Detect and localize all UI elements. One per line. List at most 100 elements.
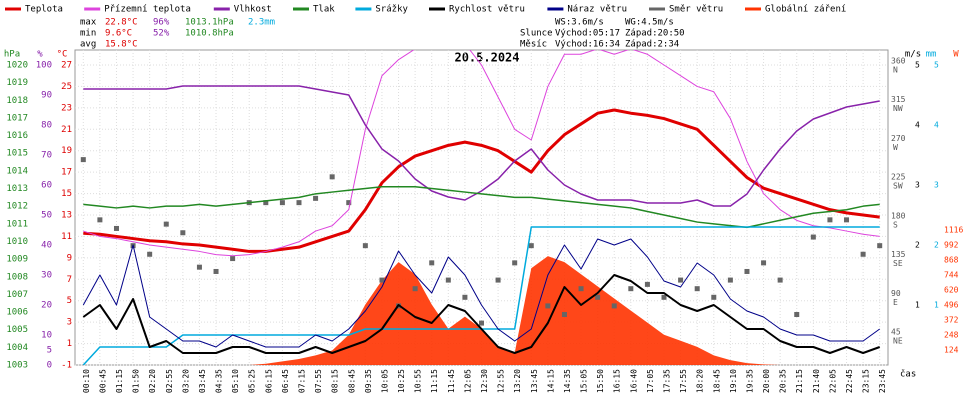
y-tick-label: 4 bbox=[934, 121, 939, 130]
y-tick-label: 1005 bbox=[6, 325, 28, 335]
direction-dot bbox=[80, 157, 86, 163]
x-tick-label: 16:40 bbox=[629, 369, 638, 393]
direction-dot bbox=[412, 286, 418, 292]
y-tick-label: 1017 bbox=[6, 113, 28, 123]
y-tick-label: 620 bbox=[944, 286, 959, 295]
info-text: Východ:16:34 bbox=[555, 40, 620, 50]
y-tick-label: 27 bbox=[61, 61, 72, 71]
direction-dot bbox=[794, 311, 800, 317]
x-tick-label: 06:45 bbox=[281, 369, 290, 393]
y-tick-label: 25 bbox=[61, 82, 72, 92]
y-tick-label: 1009 bbox=[6, 255, 28, 265]
direction-dot bbox=[512, 260, 518, 266]
y-tick-label: 225 bbox=[891, 173, 906, 182]
y-tick-label: 10 bbox=[41, 331, 52, 341]
x-tick-label: 06:15 bbox=[264, 369, 273, 393]
legend-label: Teplota bbox=[25, 5, 63, 15]
y-tick-label: 100 bbox=[36, 61, 52, 71]
series-line bbox=[83, 85, 880, 207]
info-value: 22.8°C bbox=[105, 18, 138, 28]
x-tick-label: 23:45 bbox=[878, 369, 887, 393]
compass-label: S bbox=[893, 220, 898, 229]
x-tick-label: 12:30 bbox=[480, 369, 489, 393]
y-tick-label: 13 bbox=[61, 211, 72, 221]
y-tick-label: 372 bbox=[944, 316, 959, 325]
x-tick-label: 19:35 bbox=[745, 369, 754, 393]
direction-dot bbox=[827, 217, 833, 223]
series-line bbox=[83, 108, 880, 253]
direction-dot bbox=[528, 243, 534, 249]
direction-dot bbox=[263, 200, 269, 206]
direction-dot bbox=[279, 200, 285, 206]
compass-label: SE bbox=[893, 259, 903, 268]
chart-title: 20.5.2024 bbox=[454, 51, 519, 65]
x-tick-label: 09:35 bbox=[364, 369, 373, 393]
y-tick-label: 17 bbox=[61, 168, 72, 178]
axis-unit: m/s bbox=[905, 50, 921, 60]
info-value: 9.6°C bbox=[105, 29, 132, 39]
info-value: 1010.8hPa bbox=[185, 29, 234, 39]
y-tick-label: 5 bbox=[915, 61, 920, 70]
info-label: avg bbox=[80, 40, 96, 50]
info-text: Západ:2:34 bbox=[625, 40, 679, 50]
series-line bbox=[83, 50, 880, 257]
direction-dot bbox=[727, 277, 733, 283]
direction-dot bbox=[844, 217, 850, 223]
y-tick-label: 50 bbox=[41, 211, 52, 221]
x-tick-label: 05:25 bbox=[248, 369, 257, 393]
y-tick-label: 30 bbox=[41, 271, 52, 281]
direction-dot bbox=[611, 303, 617, 309]
y-tick-label: 3 bbox=[67, 318, 72, 328]
x-tick-label: 17:35 bbox=[663, 369, 672, 393]
y-tick-label: 1003 bbox=[6, 361, 28, 371]
x-tick-label: 15:05 bbox=[580, 369, 589, 393]
y-tick-label: 40 bbox=[41, 241, 52, 251]
direction-dot bbox=[761, 260, 767, 266]
y-tick-label: 80 bbox=[41, 121, 52, 131]
direction-dot bbox=[462, 294, 468, 300]
y-tick-label: 1020 bbox=[6, 61, 28, 71]
compass-label: NW bbox=[893, 104, 903, 113]
x-tick-label: 15:50 bbox=[596, 369, 605, 393]
y-tick-label: 868 bbox=[944, 256, 959, 265]
direction-dot bbox=[97, 217, 103, 223]
y-tick-label: -1 bbox=[61, 361, 72, 371]
x-tick-label: 01:50 bbox=[132, 369, 141, 393]
x-tick-label: 04:35 bbox=[215, 369, 224, 393]
x-tick-label: 18:20 bbox=[696, 369, 705, 393]
series-line bbox=[82, 274, 881, 354]
direction-dot bbox=[694, 286, 700, 292]
y-tick-label: 90 bbox=[891, 289, 901, 298]
y-tick-label: 1018 bbox=[6, 96, 28, 106]
info-text: Západ:20:50 bbox=[625, 29, 685, 39]
y-tick-label: 135 bbox=[891, 250, 906, 259]
x-tick-label: 14:35 bbox=[563, 369, 572, 393]
axis-unit: hPa bbox=[4, 50, 20, 60]
y-tick-label: 70 bbox=[41, 151, 52, 161]
direction-dot bbox=[163, 221, 169, 227]
x-tick-label: 11:45 bbox=[447, 369, 456, 393]
info-text: WS:3.6m/s bbox=[555, 18, 604, 28]
x-tick-label: 17:05 bbox=[646, 369, 655, 393]
x-tick-label: 19:10 bbox=[729, 369, 738, 393]
info-label: max bbox=[80, 18, 97, 28]
x-tick-label: 13:20 bbox=[513, 369, 522, 393]
x-tick-label: 03:45 bbox=[198, 369, 207, 393]
compass-label: W bbox=[893, 143, 898, 152]
compass-label: N bbox=[893, 65, 898, 74]
x-tick-label: 23:15 bbox=[862, 369, 871, 393]
direction-dot bbox=[196, 264, 202, 270]
direction-dot bbox=[644, 281, 650, 287]
direction-dot bbox=[595, 294, 601, 300]
direction-dot bbox=[744, 268, 750, 274]
y-tick-label: 7 bbox=[67, 275, 72, 285]
info-value: 15.8°C bbox=[105, 40, 138, 50]
x-tick-label: 07:15 bbox=[297, 369, 306, 393]
y-tick-label: 315 bbox=[891, 95, 906, 104]
series-line bbox=[82, 238, 880, 348]
compass-label: E bbox=[893, 298, 898, 307]
direction-dot bbox=[860, 251, 866, 257]
legend-label: Globální záření bbox=[765, 5, 846, 15]
y-tick-label: 11 bbox=[61, 232, 72, 242]
x-tick-label: 21:40 bbox=[812, 369, 821, 393]
